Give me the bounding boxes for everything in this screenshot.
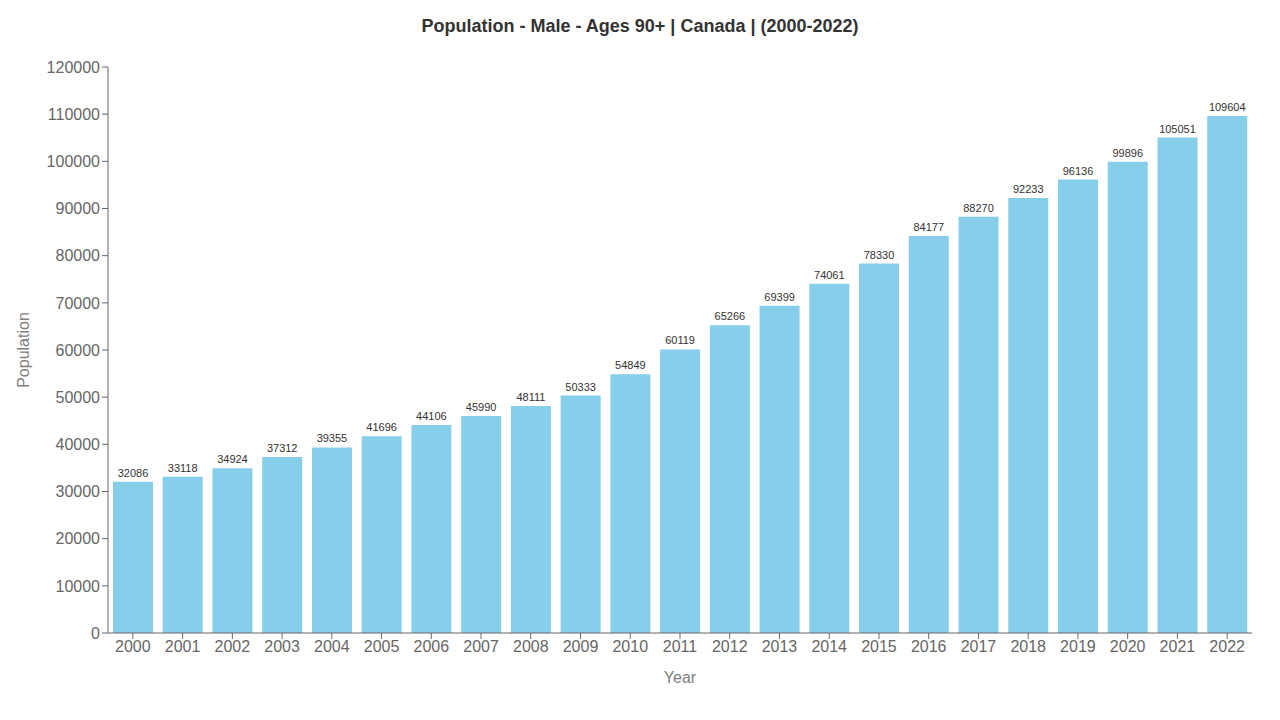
svg-text:2014: 2014 — [811, 638, 847, 655]
svg-text:34924: 34924 — [217, 453, 248, 465]
svg-text:2017: 2017 — [961, 638, 997, 655]
svg-text:70000: 70000 — [56, 295, 101, 312]
svg-text:48111: 48111 — [516, 391, 545, 403]
svg-text:2007: 2007 — [463, 638, 499, 655]
svg-text:10000: 10000 — [56, 578, 101, 595]
svg-text:2009: 2009 — [563, 638, 599, 655]
svg-text:2008: 2008 — [513, 638, 549, 655]
svg-text:69399: 69399 — [764, 291, 795, 303]
svg-text:Year: Year — [664, 669, 697, 686]
svg-text:2019: 2019 — [1060, 638, 1096, 655]
svg-text:110000: 110000 — [48, 106, 100, 123]
svg-text:2005: 2005 — [364, 638, 400, 655]
svg-text:80000: 80000 — [56, 247, 101, 264]
svg-text:2020: 2020 — [1110, 638, 1146, 655]
svg-text:2015: 2015 — [861, 638, 897, 655]
svg-text:100000: 100000 — [47, 153, 100, 170]
svg-text:2018: 2018 — [1010, 638, 1046, 655]
svg-text:96136: 96136 — [1063, 165, 1094, 177]
svg-text:30000: 30000 — [56, 483, 101, 500]
svg-text:84177: 84177 — [914, 221, 945, 233]
svg-text:2022: 2022 — [1209, 638, 1245, 655]
svg-text:74061: 74061 — [814, 269, 845, 281]
svg-text:2004: 2004 — [314, 638, 350, 655]
svg-text:2013: 2013 — [762, 638, 798, 655]
html-text:Population - Male - Ages 90+ |: Population - Male - Ages 90+ | Canada | … — [421, 16, 859, 36]
svg-text:2010: 2010 — [612, 638, 648, 655]
svg-text:Population: Population — [15, 312, 32, 388]
svg-text:2000: 2000 — [115, 638, 151, 655]
svg-text:2012: 2012 — [712, 638, 748, 655]
svg-text:37312: 37312 — [267, 442, 298, 454]
svg-text:2001: 2001 — [165, 638, 201, 655]
svg-text:2016: 2016 — [911, 638, 947, 655]
svg-text:54849: 54849 — [615, 359, 646, 371]
svg-text:2021: 2021 — [1160, 638, 1196, 655]
svg-text:50333: 50333 — [565, 381, 596, 393]
svg-text:109604: 109604 — [1209, 101, 1246, 113]
svg-text:32086: 32086 — [118, 467, 149, 479]
svg-text:92233: 92233 — [1013, 183, 1044, 195]
svg-text:78330: 78330 — [864, 249, 895, 261]
svg-text:45990: 45990 — [466, 401, 497, 413]
svg-text:44106: 44106 — [416, 410, 447, 422]
svg-text:90000: 90000 — [56, 200, 101, 217]
svg-text:99896: 99896 — [1112, 147, 1143, 159]
svg-text:33118: 33118 — [168, 462, 198, 474]
svg-text:41696: 41696 — [366, 421, 397, 433]
svg-text:2003: 2003 — [264, 638, 300, 655]
svg-text:60119: 60119 — [665, 334, 695, 346]
svg-text:0: 0 — [91, 625, 100, 642]
svg-text:120000: 120000 — [47, 59, 100, 76]
svg-text:65266: 65266 — [715, 310, 746, 322]
svg-text:88270: 88270 — [963, 202, 994, 214]
svg-text:39355: 39355 — [317, 432, 348, 444]
svg-text:2002: 2002 — [215, 638, 251, 655]
svg-text:40000: 40000 — [56, 436, 101, 453]
svg-text:105051: 105051 — [1159, 123, 1196, 135]
svg-text:60000: 60000 — [56, 342, 101, 359]
svg-text:2006: 2006 — [414, 638, 450, 655]
svg-text:2011: 2011 — [663, 638, 698, 655]
svg-text:20000: 20000 — [56, 530, 101, 547]
svg-text:50000: 50000 — [56, 389, 101, 406]
